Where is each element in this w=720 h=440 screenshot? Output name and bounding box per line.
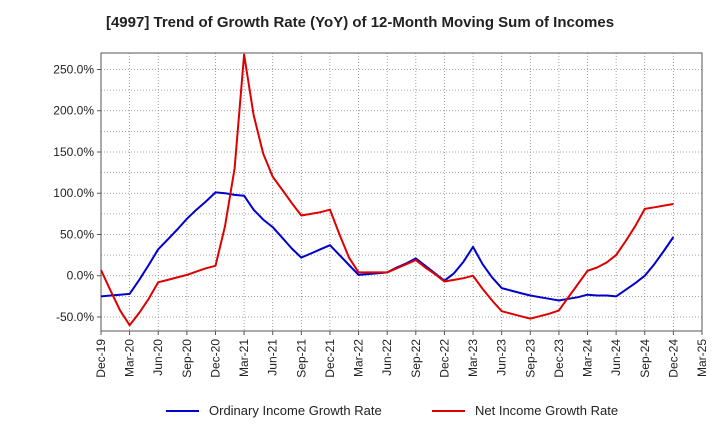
series-line-net-income	[100, 53, 674, 327]
y-tick-label: 250.0%	[53, 62, 94, 76]
x-tick-label: Sep-21	[294, 339, 308, 378]
x-tick-label: Sep-23	[523, 339, 537, 378]
x-tick-label: Mar-21	[237, 339, 251, 377]
y-tick-label: -50.0%	[56, 310, 94, 324]
x-tick-label: Mar-23	[466, 339, 480, 377]
chart-title: [4997] Trend of Growth Rate (YoY) of 12-…	[105, 14, 615, 31]
x-tick-label: Jun-23	[495, 339, 509, 376]
y-tick-label: 150.0%	[53, 145, 94, 159]
x-tick-label: Sep-24	[638, 339, 652, 378]
x-tick-label: Dec-20	[208, 339, 222, 378]
x-tick-label: Dec-21	[323, 339, 337, 378]
x-tick-label: Sep-22	[409, 339, 423, 378]
x-tick-label: Jun-21	[266, 339, 280, 376]
x-tick-label: Mar-24	[581, 339, 595, 377]
y-tick-label: 0.0%	[67, 269, 95, 283]
x-tick-label: Dec-22	[437, 339, 451, 378]
x-tick-label: Dec-24	[666, 339, 680, 378]
x-tick-label: Jun-24	[609, 339, 623, 376]
plot-frame	[100, 52, 703, 332]
x-tick-label: Sep-20	[180, 339, 194, 378]
y-tick-label: 100.0%	[53, 186, 94, 200]
x-tick-label: Dec-23	[552, 339, 566, 378]
x-tick-label: Mar-22	[352, 339, 366, 377]
x-tick-label: Dec-19	[94, 339, 108, 378]
x-tick-label: Mar-25	[695, 339, 709, 377]
legend-net-income-label: Net Income Growth Rate	[475, 403, 618, 418]
x-tick-label: Jun-20	[151, 339, 165, 376]
x-tick-label: Mar-20	[123, 339, 137, 377]
x-tick-label: Jun-22	[380, 339, 394, 376]
legend-ordinary-income-label: Ordinary Income Growth Rate	[209, 403, 382, 418]
y-tick-label: 50.0%	[60, 227, 94, 241]
y-tick-label: 200.0%	[53, 104, 94, 118]
